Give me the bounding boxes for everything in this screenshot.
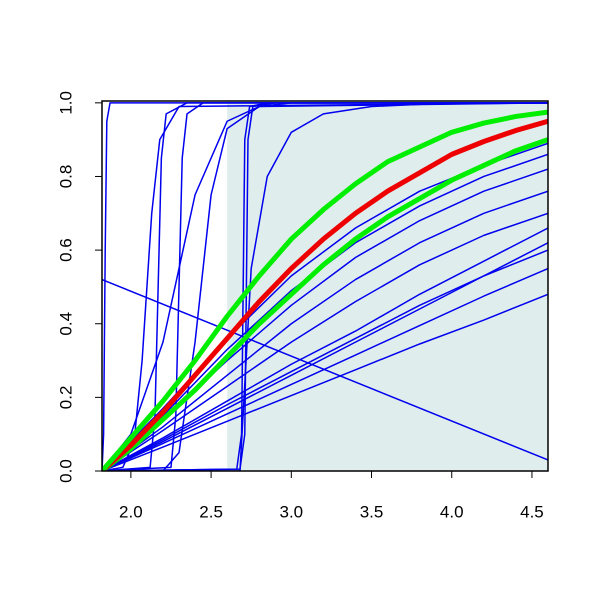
axes-layer: 2.0 2.5 3.0 3.5 4.0 4.5 0.0 0.2 0.4 0.6 0.8 1.0 [56,91,543,521]
y-tick-label: 0.2 [56,386,75,410]
x-tick-label: 3.0 [279,502,303,521]
series-line [102,109,548,471]
series-line [102,293,548,471]
series-line [102,102,548,471]
series-line [102,190,548,471]
y-tick-label: 0.4 [56,312,75,336]
x-tick-label: 3.5 [360,502,384,521]
y-tick-label: 0.6 [56,238,75,262]
series-line [102,102,548,471]
y-tick-label: 0.8 [56,165,75,189]
lines-layer [102,102,548,471]
plot-frame [101,100,549,472]
y-tick-label: 1.0 [56,91,75,115]
x-tick-label: 4.5 [520,502,544,521]
x-tick-label: 2.0 [119,502,143,521]
series-line [102,102,548,471]
series-line [102,118,548,471]
x-tick-label: 2.5 [199,502,223,521]
series-line [102,249,548,471]
series-line [102,212,548,471]
series-line [102,102,548,471]
x-tick-label: 4.0 [440,502,464,521]
series-line [102,102,548,471]
series-line [102,102,548,471]
series-line [102,278,548,461]
series-line [102,102,548,471]
series-line [102,137,548,471]
series-line [102,227,548,471]
y-tick-label: 0.0 [56,459,75,483]
